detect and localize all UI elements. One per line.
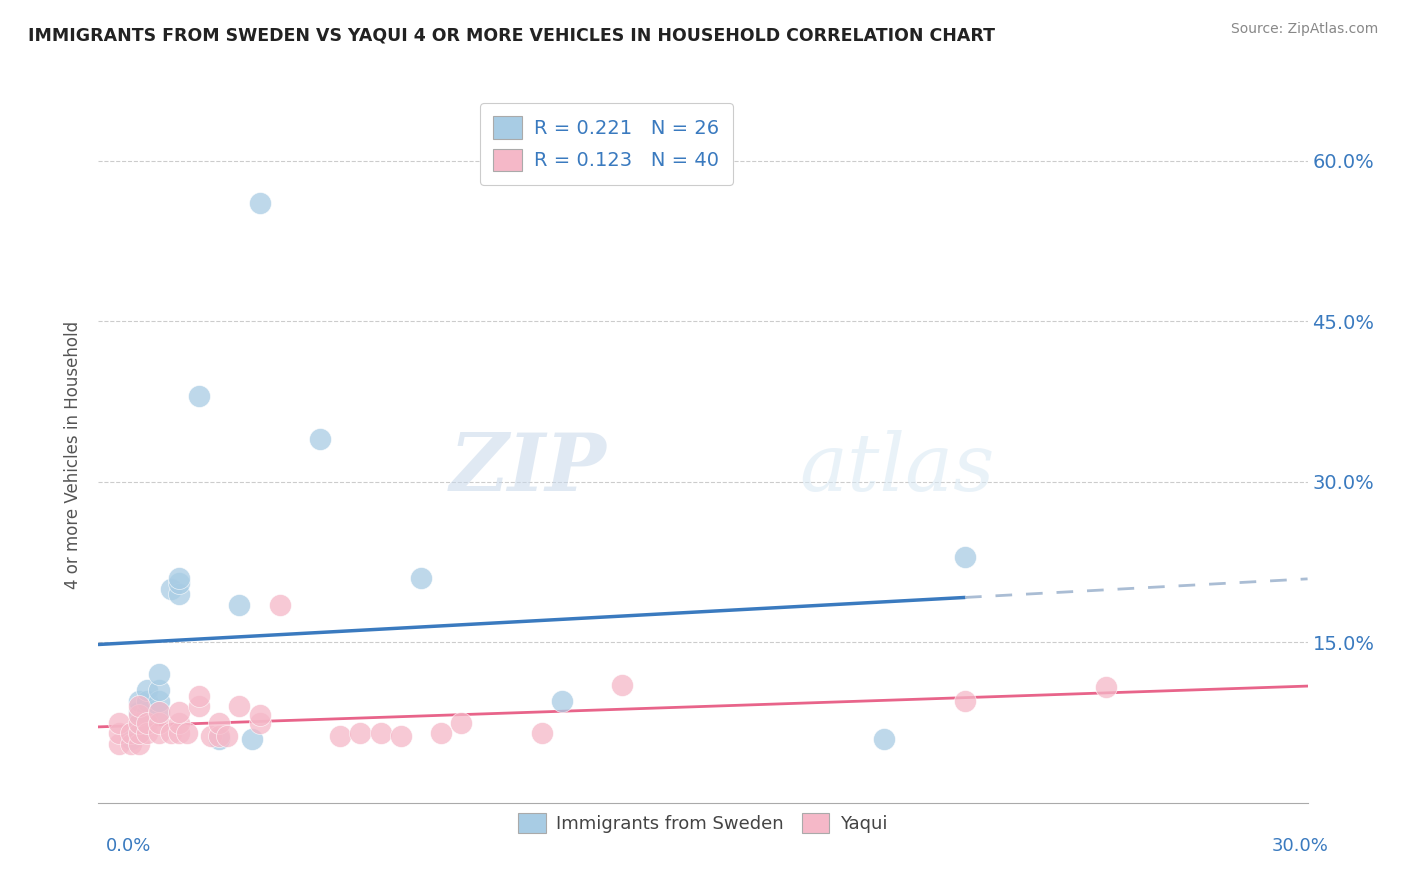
Point — [135, 715, 157, 730]
Point — [269, 598, 291, 612]
Point — [370, 726, 392, 740]
Point — [128, 715, 150, 730]
Y-axis label: 4 or more Vehicles in Household: 4 or more Vehicles in Household — [65, 321, 83, 589]
Point — [217, 730, 239, 744]
Point — [228, 699, 250, 714]
Point — [249, 196, 271, 211]
Point — [530, 726, 553, 740]
Point — [551, 694, 574, 708]
Point — [135, 726, 157, 740]
Point — [208, 731, 231, 746]
Point — [107, 726, 129, 740]
Point — [148, 726, 170, 740]
Point — [200, 730, 222, 744]
Point — [160, 582, 183, 596]
Point — [128, 737, 150, 751]
Point — [873, 731, 896, 746]
Point — [120, 731, 142, 746]
Point — [167, 576, 190, 591]
Point — [167, 726, 190, 740]
Point — [188, 689, 211, 703]
Point — [188, 699, 211, 714]
Point — [176, 726, 198, 740]
Point — [120, 737, 142, 751]
Point — [128, 726, 150, 740]
Point — [167, 715, 190, 730]
Point — [208, 730, 231, 744]
Point — [228, 598, 250, 612]
Point — [148, 705, 170, 719]
Point — [450, 715, 472, 730]
Point — [188, 389, 211, 403]
Point — [309, 432, 332, 446]
Point — [128, 705, 150, 719]
Point — [1095, 680, 1118, 694]
Point — [240, 731, 263, 746]
Point — [148, 694, 170, 708]
Point — [167, 705, 190, 719]
Point — [148, 705, 170, 719]
Point — [349, 726, 371, 740]
Text: ZIP: ZIP — [450, 430, 606, 508]
Point — [409, 571, 432, 585]
Point — [120, 726, 142, 740]
Point — [953, 549, 976, 564]
Point — [612, 678, 634, 692]
Point — [329, 730, 352, 744]
Point — [135, 705, 157, 719]
Point — [135, 683, 157, 698]
Point — [128, 715, 150, 730]
Text: 0.0%: 0.0% — [105, 837, 150, 855]
Point — [167, 571, 190, 585]
Point — [135, 694, 157, 708]
Text: IMMIGRANTS FROM SWEDEN VS YAQUI 4 OR MORE VEHICLES IN HOUSEHOLD CORRELATION CHAR: IMMIGRANTS FROM SWEDEN VS YAQUI 4 OR MOR… — [28, 27, 995, 45]
Text: atlas: atlas — [800, 430, 995, 508]
Point — [107, 715, 129, 730]
Point — [249, 708, 271, 723]
Point — [148, 667, 170, 681]
Point — [249, 715, 271, 730]
Point — [208, 715, 231, 730]
Legend: Immigrants from Sweden, Yaqui: Immigrants from Sweden, Yaqui — [509, 804, 897, 842]
Point — [128, 726, 150, 740]
Text: 30.0%: 30.0% — [1272, 837, 1329, 855]
Point — [953, 694, 976, 708]
Point — [148, 683, 170, 698]
Point — [167, 587, 190, 601]
Point — [389, 730, 412, 744]
Point — [128, 708, 150, 723]
Point — [128, 694, 150, 708]
Text: Source: ZipAtlas.com: Source: ZipAtlas.com — [1230, 22, 1378, 37]
Point — [148, 715, 170, 730]
Point — [128, 699, 150, 714]
Point — [160, 726, 183, 740]
Point — [107, 737, 129, 751]
Point — [430, 726, 453, 740]
